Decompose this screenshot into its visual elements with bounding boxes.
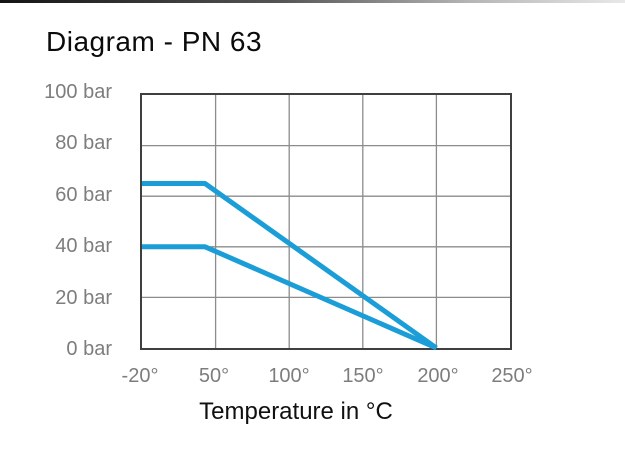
plot-border xyxy=(140,93,512,350)
x-tick-label-250: 250° xyxy=(491,365,533,387)
y-tick-label-0: 0 bar xyxy=(66,338,112,360)
y-tick-label-40: 40 bar xyxy=(55,235,112,257)
x-axis-title: Temperature in °C xyxy=(199,398,393,425)
x-tick-label-50: 50° xyxy=(198,365,230,387)
y-tick-label-100: 100 bar xyxy=(44,81,112,103)
y-tick-label-80: 80 bar xyxy=(55,132,112,154)
data-series xyxy=(142,181,438,351)
x-tick-label-150: 150° xyxy=(342,365,384,387)
x-tick-label-minus20: -20° xyxy=(121,365,159,387)
y-axis-tick-labels: 100 bar 80 bar 60 bar 40 bar 20 bar 0 ba… xyxy=(0,0,112,462)
gridlines xyxy=(142,95,510,348)
x-tick-label-100: 100° xyxy=(268,365,310,387)
series-lower-pressure-limit xyxy=(142,244,438,351)
series-upper-pressure-limit xyxy=(142,181,438,351)
chart-plot-area xyxy=(140,93,512,351)
x-tick-label-200: 200° xyxy=(417,365,459,387)
y-tick-label-20: 20 bar xyxy=(55,287,112,309)
scan-edge-artifact xyxy=(0,0,625,3)
y-tick-label-60: 60 bar xyxy=(55,184,112,206)
chart-title: Diagram - PN 63 xyxy=(46,26,263,57)
